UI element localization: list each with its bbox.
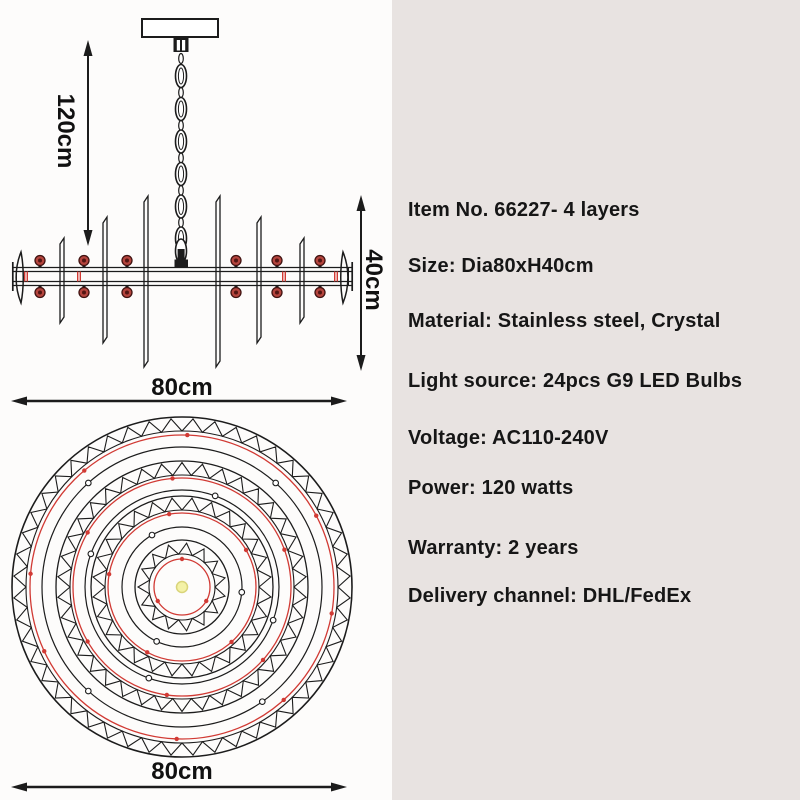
chain-link-small [178, 119, 184, 132]
technical-drawing-svg [11, 18, 366, 792]
connector-dot [238, 588, 246, 596]
arrowhead-up [83, 40, 93, 56]
red-dot [174, 736, 179, 742]
red-dot [42, 649, 47, 654]
ceiling-canopy [141, 18, 219, 38]
dimension-arrows [11, 40, 366, 792]
red-dot [314, 513, 319, 518]
chain-link-small [178, 216, 184, 229]
chain-link-small [178, 184, 184, 197]
red-dot [82, 468, 87, 473]
chain-link [174, 96, 188, 122]
canopy-bracket [173, 37, 189, 52]
spec-power: Power: 120 watts [408, 477, 574, 499]
crystal-blade [256, 214, 262, 346]
arrowhead-left [11, 396, 27, 406]
red-wire-ring [29, 434, 335, 740]
spec-voltage: Voltage: AC110-240V [408, 427, 609, 449]
spec-panel: Item No. 66227- 4 layers Size: Dia80xH40… [392, 0, 800, 800]
red-dot [85, 639, 90, 644]
red-wire-ring [72, 477, 292, 697]
drawing-area [11, 18, 366, 792]
frame-ring [90, 495, 274, 679]
red-dot [229, 639, 234, 645]
spec-delivery: Delivery channel: DHL/FedEx [408, 585, 692, 607]
red-dot [164, 692, 170, 698]
red-dot [329, 611, 334, 616]
chain-link-small [178, 152, 184, 164]
spec-size: Size: Dia80xH40cm [408, 255, 594, 277]
spec-material: Material: Stainless steel, Crystal [408, 310, 721, 332]
dim-label-diameter: 80cm [151, 758, 213, 785]
connector-dot [148, 531, 156, 539]
chain-link [174, 194, 188, 219]
arrowhead-right [331, 782, 347, 792]
chain-link-small [178, 52, 184, 65]
red-wire-ring [107, 512, 257, 662]
chain-link-small [178, 86, 184, 99]
red-dot [85, 530, 90, 535]
crystal-zigzag-ring [13, 418, 351, 756]
crystal-blade [59, 235, 65, 326]
crystal-leaf [15, 249, 24, 306]
red-dot [145, 650, 150, 655]
connector-dot [87, 550, 95, 558]
red-dot [28, 571, 33, 576]
red-dot [185, 432, 190, 438]
crystal-blade [102, 214, 108, 346]
red-dot [204, 598, 209, 604]
arrowhead-down [356, 355, 366, 371]
dim-label-chain-height: 120cm [52, 93, 79, 169]
arrowhead-right [331, 396, 347, 406]
connector-dot [269, 616, 277, 624]
red-dot [179, 556, 185, 562]
side-view-drawing [11, 18, 354, 370]
crystal-zigzag-ring [136, 542, 227, 632]
chain-link [174, 129, 188, 154]
arrowhead-down [83, 230, 93, 246]
center-bulb [175, 580, 189, 594]
frame-ring [134, 539, 230, 635]
center-hub [174, 259, 188, 268]
spec-item-number: Item No. 66227- 4 layers [408, 199, 640, 221]
frame-ring [121, 526, 243, 648]
connector-dot [153, 638, 160, 645]
connector-dot [211, 492, 219, 500]
red-dot [106, 571, 112, 577]
top-view-drawing [11, 416, 353, 758]
frame-ring [11, 416, 353, 758]
arrowhead-up [356, 195, 366, 211]
red-dot [170, 476, 175, 481]
frame-ring [84, 489, 280, 685]
frame-ring [41, 446, 323, 728]
connector-dot [272, 479, 280, 487]
chain-link [174, 161, 188, 187]
red-dot [281, 697, 286, 703]
red-dot [243, 547, 249, 553]
red-dot [282, 547, 287, 552]
arrowhead-left [11, 782, 27, 792]
crystal-zigzag-ring [56, 461, 308, 713]
red-dot [260, 657, 266, 663]
connector-dot [145, 674, 153, 682]
dim-label-fixture-height: 40cm [360, 249, 387, 311]
red-dot [166, 511, 172, 517]
crystal-blade [143, 193, 149, 370]
connector-dot [258, 698, 266, 706]
crystal-blade [215, 193, 221, 370]
crystal-leaf [340, 249, 349, 306]
crystal-blade [299, 235, 305, 326]
red-dot [155, 598, 160, 604]
connector-dot [84, 479, 92, 487]
crystal-zigzag-ring [92, 497, 272, 677]
chain-link [174, 63, 188, 89]
frame-ring [55, 460, 309, 714]
spec-warranty: Warranty: 2 years [408, 537, 579, 559]
dim-label-width: 80cm [151, 374, 213, 401]
connector-dot [84, 687, 92, 695]
spec-light-source: Light source: 24pcs G9 LED Bulbs [408, 370, 743, 392]
